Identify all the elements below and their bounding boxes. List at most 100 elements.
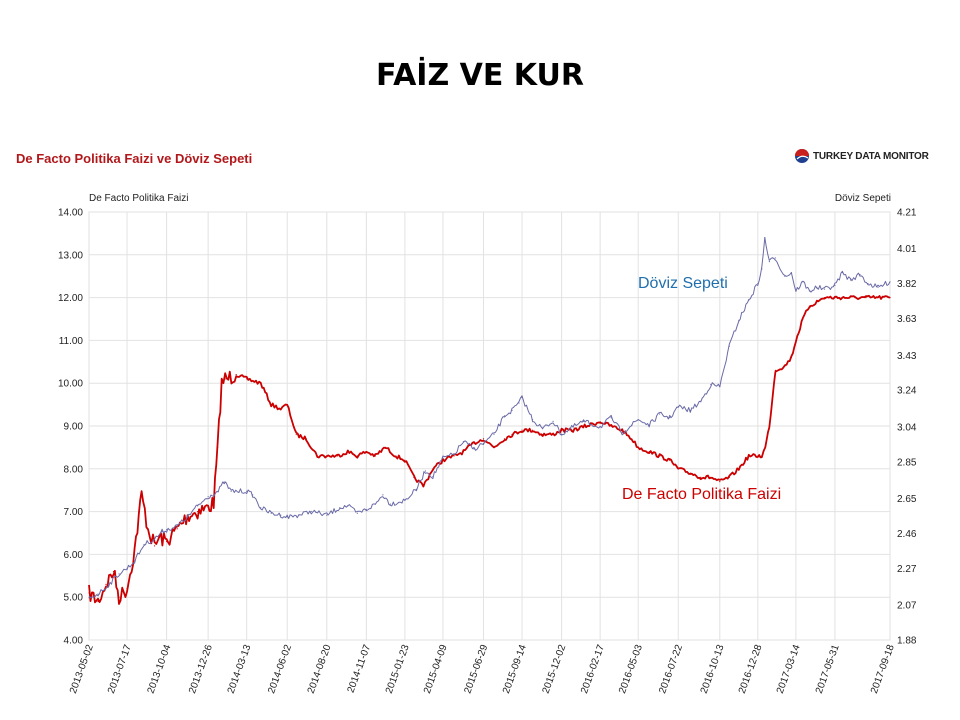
left-tick-label: 10.00	[58, 379, 83, 390]
data-point	[761, 455, 763, 457]
data-point	[260, 382, 262, 384]
data-point	[503, 415, 506, 417]
x-tick-label: 2017-03-14	[775, 643, 803, 695]
data-point	[795, 339, 797, 341]
data-point	[133, 560, 136, 562]
data-point	[413, 476, 415, 478]
x-tick-label: 2016-07-22	[657, 643, 685, 695]
data-point	[482, 442, 485, 445]
left-tick-label: 9.00	[64, 422, 84, 433]
data-point	[802, 281, 804, 283]
series-points-faiz	[88, 297, 891, 603]
data-point	[97, 600, 99, 603]
x-tick-label: 2016-02-17	[579, 643, 607, 695]
data-point	[118, 573, 120, 575]
x-tick-label: 2015-09-14	[501, 643, 529, 695]
x-tick-label: 2014-03-13	[226, 643, 254, 695]
data-point	[849, 279, 852, 281]
data-point	[621, 429, 623, 431]
data-point	[298, 514, 300, 516]
data-point	[768, 260, 770, 263]
annotation-doviz-sepeti: Döviz Sepeti	[638, 275, 728, 292]
data-point	[153, 538, 156, 540]
data-point	[235, 374, 237, 376]
x-tick-label: 2015-04-09	[422, 643, 450, 695]
x-tick-label: 2016-12-28	[737, 643, 765, 695]
data-point	[442, 459, 444, 461]
data-point	[768, 425, 770, 427]
chart-title: De Facto Politika Faizi ve Döviz Sepeti	[16, 151, 253, 166]
data-point	[280, 514, 282, 516]
data-point	[422, 485, 425, 487]
data-point	[757, 455, 759, 457]
data-point	[610, 417, 612, 419]
data-point	[207, 496, 209, 498]
brand-name: TURKEY DATA MONITOR	[813, 150, 929, 162]
data-point	[462, 441, 465, 443]
data-point	[677, 406, 679, 408]
slide-title: FAİZ VE KUR	[376, 58, 584, 93]
left-tick-label: 12.00	[58, 293, 83, 304]
data-point	[217, 490, 219, 492]
data-point	[280, 408, 282, 410]
data-point	[599, 426, 601, 428]
data-point	[286, 404, 288, 406]
right-tick-label: 2.65	[897, 494, 917, 505]
data-point	[176, 528, 178, 530]
data-point	[339, 507, 341, 509]
data-point	[531, 418, 534, 421]
data-point	[531, 429, 534, 431]
data-point	[560, 429, 563, 431]
data-point	[88, 597, 90, 599]
data-point	[118, 596, 120, 598]
data-point	[757, 283, 759, 285]
data-point	[197, 505, 199, 507]
data-point	[659, 413, 661, 415]
x-tick-label: 2016-05-03	[617, 643, 645, 695]
data-point	[356, 512, 358, 514]
data-point	[442, 457, 444, 459]
data-point	[748, 455, 750, 457]
data-point	[286, 516, 288, 518]
data-point	[823, 297, 826, 299]
data-point	[176, 525, 178, 527]
data-point	[432, 475, 434, 478]
data-point	[774, 257, 776, 259]
data-point	[834, 284, 836, 287]
right-tick-label: 2.07	[897, 601, 917, 612]
data-point	[126, 567, 128, 569]
data-point	[365, 508, 367, 511]
data-point	[790, 272, 792, 274]
data-point	[889, 297, 891, 299]
data-point	[689, 409, 691, 411]
data-point	[854, 297, 856, 299]
data-point	[748, 299, 750, 301]
data-point	[774, 369, 776, 371]
data-point	[316, 455, 318, 457]
data-point	[223, 481, 225, 483]
left-axis-title: De Facto Politika Faizi	[89, 193, 189, 204]
data-point	[585, 425, 587, 427]
right-tick-label: 3.63	[897, 314, 917, 325]
data-point	[404, 459, 406, 461]
data-point	[133, 549, 136, 551]
data-point	[728, 476, 730, 478]
data-point	[583, 420, 585, 423]
x-tick-label: 2015-01-23	[384, 643, 412, 695]
data-point	[877, 297, 879, 299]
data-point	[610, 425, 612, 427]
data-point	[719, 481, 721, 483]
data-point	[834, 297, 836, 299]
data-point	[669, 417, 671, 419]
left-tick-label: 6.00	[64, 550, 84, 561]
data-point	[270, 404, 272, 406]
data-point	[677, 468, 679, 470]
data-point	[637, 446, 639, 448]
left-axis-ticks: 4.00 5.00 6.00 7.00 8.00 9.00 10.00 11.00 12.00 1…	[58, 208, 83, 647]
left-tick-label: 5.00	[64, 593, 84, 604]
data-point	[541, 433, 544, 436]
data-point	[365, 451, 367, 453]
data-point	[326, 455, 328, 457]
data-point	[659, 455, 661, 457]
